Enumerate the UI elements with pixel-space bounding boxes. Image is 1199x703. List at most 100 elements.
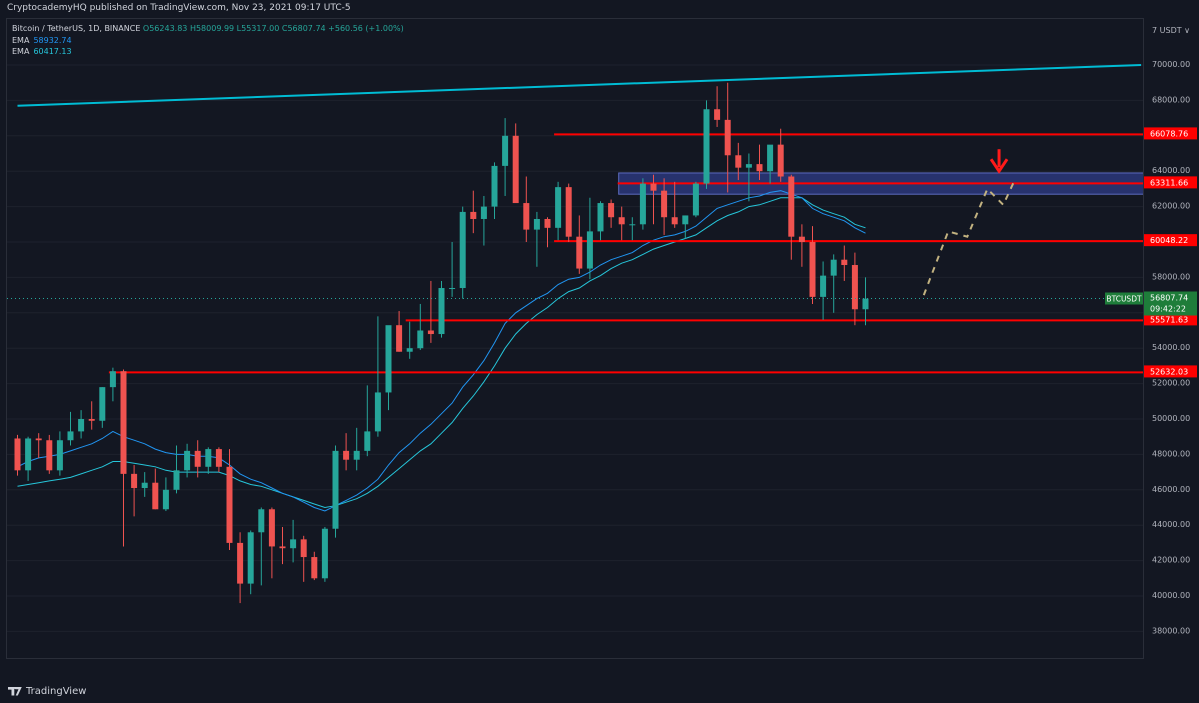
candle (830, 254, 837, 313)
candle-body (714, 109, 721, 120)
candle-body (152, 482, 159, 510)
candle (745, 153, 752, 202)
candle (417, 303, 424, 350)
candle-body (268, 509, 275, 547)
candle-body (841, 259, 848, 266)
candle-body (279, 546, 286, 549)
candle-body (756, 164, 763, 172)
candle (767, 144, 774, 184)
ema-slow-label: EMA (12, 47, 30, 56)
candle (194, 440, 201, 478)
candle-body (459, 211, 466, 289)
y-tick-label: 62000.00 (1152, 202, 1190, 211)
candle-body (99, 387, 106, 421)
candle (735, 142, 742, 181)
candle-body (215, 449, 222, 467)
trendline (17, 64, 1142, 107)
candle (131, 465, 138, 517)
candle (268, 507, 275, 579)
candle (586, 197, 593, 280)
candle-body (194, 450, 201, 467)
candle (184, 443, 191, 478)
candle (300, 535, 307, 582)
candle (226, 449, 233, 550)
candle-body (67, 431, 74, 441)
price-axis[interactable]: 7 USDT ∨ 38000.00 40000.00 42000.00 44000.00… (1144, 18, 1199, 659)
top-bar: CryptocademyHQ published on TradingView.… (0, 0, 1199, 18)
candle (396, 311, 403, 352)
candle (608, 199, 615, 228)
candle-body (745, 164, 752, 168)
candle (555, 181, 562, 241)
candle-body (798, 236, 805, 242)
symbol-name: Bitcoin / TetherUS, 1D, BINANCE (12, 24, 141, 33)
candle-body (353, 450, 360, 460)
candle-body (88, 419, 95, 421)
candle (343, 433, 350, 471)
candle-body (470, 211, 477, 219)
candle (279, 526, 286, 565)
candle (841, 245, 848, 281)
candle-body (396, 325, 403, 352)
candle (46, 434, 53, 474)
candle-body (555, 187, 562, 228)
candle (523, 176, 530, 242)
y-tick-label: 44000.00 (1152, 520, 1190, 529)
ema-slow-line (17, 197, 866, 509)
candle-body (682, 215, 689, 225)
candle (639, 178, 646, 230)
tradingview-logo[interactable]: TradingView (8, 686, 86, 697)
candle-body (830, 259, 837, 276)
candle-body (544, 218, 551, 228)
candle (152, 468, 159, 510)
candle (788, 174, 795, 260)
chart-area[interactable]: Sep71320Oct111825Nov81522Dec7BTCUSDT (6, 18, 1144, 659)
level-price-tag (1144, 365, 1197, 378)
ohlc-high: H58009.99 (189, 24, 235, 33)
candle (597, 201, 604, 241)
candle (724, 82, 731, 193)
candle-body (703, 109, 710, 184)
candle-body (533, 218, 540, 230)
symbol-legend: Bitcoin / TetherUS, 1D, BINANCE O56243.8… (12, 24, 404, 33)
down-arrow-head-icon (989, 158, 1009, 174)
candle-body (767, 144, 774, 172)
y-tick-label: 48000.00 (1152, 449, 1190, 458)
countdown-text: 09:42:22 (1150, 305, 1186, 314)
price-chart[interactable]: Sep71320Oct111825Nov81522Dec7BTCUSDT (7, 19, 1143, 658)
last-price-text: 56807.74 (1150, 294, 1188, 303)
candle-body (131, 473, 138, 489)
ema-fast-legend[interactable]: EMA 58932.74 (12, 36, 72, 45)
candle (311, 551, 318, 581)
candle-body (14, 438, 21, 471)
symbol-tag (1105, 292, 1143, 305)
candle (56, 431, 63, 476)
price-axis-labels: 7 USDT ∨ 38000.00 40000.00 42000.00 44000.00… (1144, 26, 1197, 635)
candle-body (427, 330, 434, 335)
candle-body (438, 288, 445, 335)
candle-body (597, 203, 604, 232)
candle-body (162, 489, 169, 510)
candle-body (565, 187, 572, 237)
level-price-tag (1144, 234, 1197, 247)
y-tick-label: 42000.00 (1152, 556, 1190, 565)
candle-body (35, 438, 42, 441)
candle-body (862, 298, 869, 310)
y-tick-label: 38000.00 (1152, 626, 1190, 635)
candle (576, 215, 583, 274)
candle-body (735, 155, 742, 168)
candle (67, 411, 74, 446)
candle-body (639, 183, 646, 225)
candle (406, 321, 413, 359)
candle (78, 410, 85, 439)
candle (512, 123, 519, 204)
candle-body (523, 203, 530, 230)
level-price-text: 52632.03 (1150, 367, 1188, 376)
candle-body (449, 288, 456, 290)
candle-body (820, 275, 827, 297)
ema-slow-legend[interactable]: EMA 60417.13 (12, 47, 72, 56)
candle (162, 477, 169, 512)
ema-fast-label: EMA (12, 36, 30, 45)
candle (777, 128, 784, 182)
candle (290, 519, 297, 563)
